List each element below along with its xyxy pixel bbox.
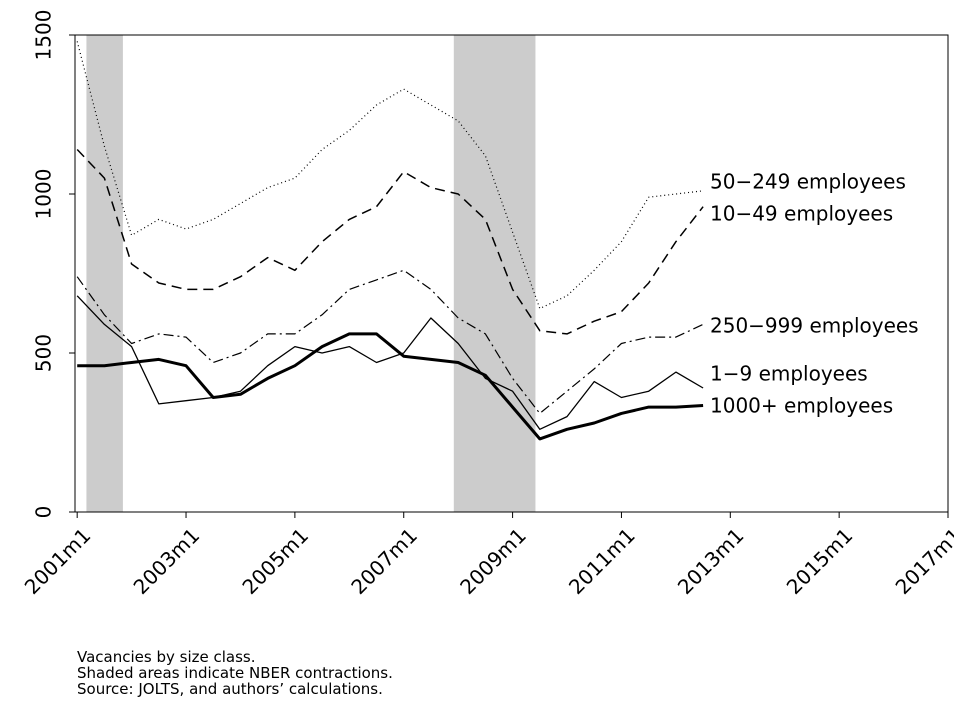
x-tick-label: 2017m1 [891,523,954,599]
series-line [76,148,704,335]
series-label: 50−249 employees [710,170,906,194]
series-label: 1−9 employees [710,362,868,386]
series-label: 250−999 employees [710,314,919,338]
recession-shade [453,35,536,512]
x-tick-label: 2011m1 [564,523,640,599]
y-tick-label: 1500 [32,10,56,61]
series-label: 1000+ employees [710,394,893,418]
x-tick-label: 2003m1 [129,523,205,599]
note: Shaded areas indicate NBER contractions. [77,664,393,682]
x-tick-label: 2015m1 [782,523,858,599]
y-tick-label: 1000 [32,169,56,220]
y-tick-label: 0 [32,506,56,519]
series-line [76,41,704,310]
series-label: 10−49 employees [710,202,893,226]
recession-shade [86,35,123,512]
series-line [76,295,704,430]
x-tick-label: 2001m1 [20,523,96,599]
y-tick-label: 500 [32,334,56,372]
x-tick-label: 2005m1 [237,523,313,599]
series-line [77,332,704,441]
x-tick-label: 2007m1 [346,523,422,599]
x-tick-label: 2013m1 [673,523,749,599]
plot-frame [74,34,949,513]
series-line [76,269,704,414]
x-tick-label: 2009m1 [455,523,531,599]
note: Vacancies by size class. [77,648,255,666]
note: Source: JOLTS, and authors’ calculations… [77,680,383,698]
